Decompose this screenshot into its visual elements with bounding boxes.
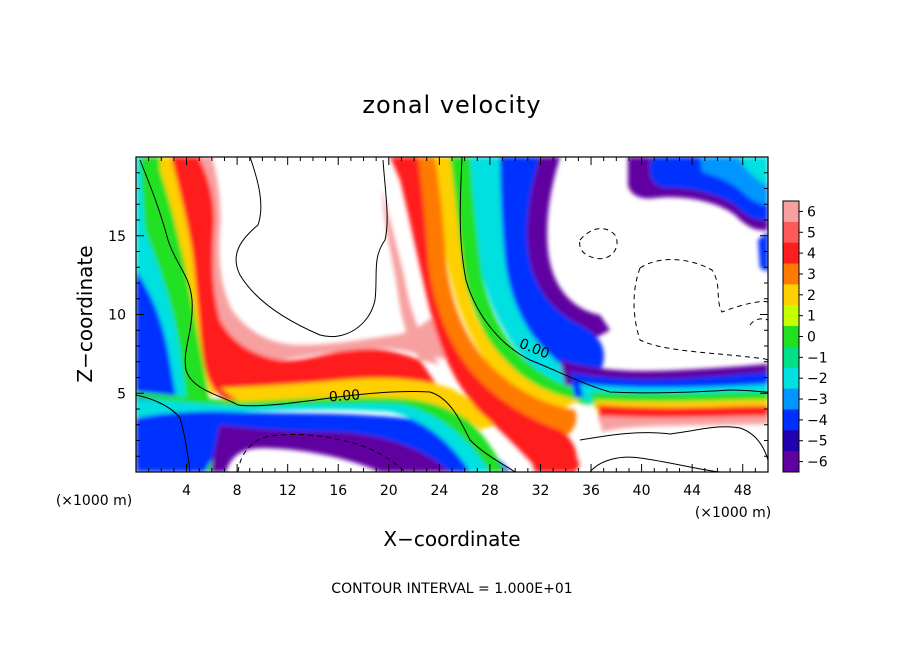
field-right-yellow [595, 400, 768, 414]
field-right-red [598, 405, 768, 424]
field-plume-cyan [455, 157, 590, 392]
chart-title: zonal velocity [362, 91, 541, 119]
colorbar-swatch [783, 305, 799, 327]
contour-zero-bottom-right-2 [589, 456, 721, 472]
x-tick-label: 48 [734, 483, 752, 499]
x-axis-ticks: 4 8 12 16 20 24 28 32 36 40 44 48 [148, 157, 756, 499]
y-tick-label: 15 [108, 229, 126, 245]
x-axis-unit-label: (×1000 m) [695, 505, 771, 521]
colorbar-swatch [783, 367, 799, 390]
field-right-pink [600, 416, 768, 432]
colorbar-label: 0 [807, 330, 816, 346]
colorbar-label: 4 [807, 246, 816, 262]
colorbar-label: 2 [807, 288, 816, 304]
field-right-green [590, 392, 768, 408]
field-left-green [140, 157, 220, 472]
contour-neg-dash-3 [633, 267, 768, 361]
x-tick-label: 24 [430, 483, 448, 499]
colorbar-swatch [783, 430, 799, 452]
field-plume-red [390, 157, 577, 472]
field-left-pink [200, 157, 450, 360]
contour-neg-dash-4 [749, 318, 768, 326]
contour-neg-dash-1 [579, 228, 618, 260]
y-axis-label: Z−coordinate [73, 245, 97, 382]
field-plume-orange [405, 157, 577, 440]
velocity-field [136, 157, 768, 472]
contour-zero-plume [459, 157, 768, 394]
contour-lines [136, 157, 768, 472]
x-tick-label: 36 [582, 483, 600, 499]
x-tick-label: 4 [182, 483, 191, 499]
contour-zero-bottom-right [579, 426, 768, 461]
colorbar-swatch [783, 201, 799, 223]
x-tick-label: 44 [683, 483, 701, 499]
colorbar-swatch [783, 388, 799, 410]
x-tick-label: 28 [481, 483, 499, 499]
colorbar-swatch [783, 409, 799, 431]
contour-zero-left [139, 159, 516, 472]
x-tick-label: 20 [380, 483, 398, 499]
field-plume-blue [470, 157, 604, 377]
x-axis-label: X−coordinate [383, 527, 520, 551]
colorbar-swatch [783, 284, 799, 306]
colorbar-swatch [783, 346, 799, 369]
colorbar-swatch [783, 326, 799, 348]
contour-zero-white-box [235, 157, 388, 337]
colorbar-label: 3 [807, 267, 816, 283]
field-right-edge-blue [758, 232, 768, 272]
colorbar-label: −3 [807, 392, 828, 408]
colorbar-swatch [783, 263, 799, 285]
contour-label: 0.00 [328, 387, 360, 405]
colorbar-swatch [783, 451, 799, 473]
x-tick-label: 40 [633, 483, 651, 499]
y-axis-ticks: 5 10 15 [108, 172, 768, 457]
contour-interval-note: CONTOUR INTERVAL = 1.000E+01 [331, 581, 572, 597]
field-bottom-red [532, 440, 580, 472]
x-tick-label: 8 [233, 483, 242, 499]
colorbar: 6 5 4 3 2 1 0 −1 −2 −3 −4 −5 −6 [782, 200, 828, 473]
colorbar-label: −4 [807, 413, 828, 429]
colorbar-swatch [783, 242, 799, 265]
y-axis-unit-label: (×1000 m) [56, 493, 132, 509]
x-tick-label: 12 [279, 483, 297, 499]
field-topright-cyan-2 [738, 157, 768, 185]
y-tick-label: 10 [108, 308, 126, 324]
field-plume-pink [382, 190, 440, 365]
colorbar-swatch [783, 221, 799, 244]
y-tick-label: 5 [117, 386, 126, 402]
contour-neg-dash-5 [237, 433, 406, 472]
colorbar-label: −2 [807, 371, 828, 387]
colorbar-label: −5 [807, 434, 828, 450]
contour-neg-dash-2 [639, 259, 768, 313]
colorbar-label: −6 [807, 455, 828, 471]
field-mid-yellow [220, 378, 495, 430]
colorbar-label: 5 [807, 225, 816, 241]
x-tick-label: 16 [329, 483, 347, 499]
colorbar-label: −1 [807, 350, 828, 366]
field-plume-green [440, 157, 600, 405]
field-mid-cyan [136, 399, 500, 472]
colorbar-label: 1 [807, 309, 816, 325]
field-lower-violet [210, 425, 450, 472]
colorbar-label: 6 [807, 204, 816, 220]
contour-zero-left-lower [136, 394, 191, 472]
x-tick-label: 32 [532, 483, 550, 499]
field-mid-green [136, 392, 505, 472]
